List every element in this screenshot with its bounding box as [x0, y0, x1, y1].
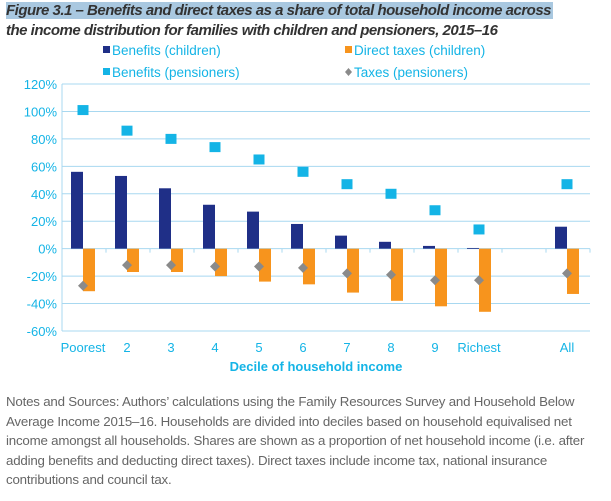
- bar-benefits-children-: [555, 226, 567, 249]
- x-tick-label: Richest: [457, 340, 501, 355]
- bar-direct-taxes-children-: [435, 248, 447, 307]
- x-tick-label: 5: [255, 340, 262, 355]
- marker-taxes-pensioners: [562, 268, 572, 279]
- y-tick-label: -20%: [27, 269, 58, 284]
- marker-benefits-pensioners: [473, 224, 485, 235]
- bar-benefits-children-: [115, 175, 127, 249]
- bar-benefits-children-: [291, 223, 303, 249]
- y-tick-label: 80%: [31, 132, 57, 147]
- bar-direct-taxes-children-: [347, 248, 359, 293]
- marker-benefits-pensioners: [385, 188, 397, 199]
- x-tick-label: 3: [167, 340, 174, 355]
- x-tick-label: 4: [211, 340, 218, 355]
- bar-direct-taxes-children-: [303, 248, 315, 285]
- bar-direct-taxes-children-: [127, 248, 139, 272]
- marker-taxes-pensioners: [122, 260, 132, 271]
- x-tick-label: 2: [123, 340, 130, 355]
- bar-direct-taxes-children-: [215, 248, 227, 277]
- bar-direct-taxes-children-: [83, 248, 95, 292]
- marker-taxes-pensioners: [298, 262, 308, 273]
- x-tick-label: Poorest: [61, 340, 106, 355]
- legend-label: Benefits (pensioners): [112, 65, 240, 80]
- notes-and-sources: Notes and Sources: Authors’ calculations…: [6, 394, 585, 487]
- y-tick-label: 100%: [24, 104, 58, 119]
- bar-direct-taxes-children-: [259, 248, 271, 282]
- y-tick-label: 20%: [31, 214, 57, 229]
- bar-direct-taxes-children-: [479, 248, 491, 312]
- legend-swatch: [345, 68, 352, 76]
- x-axis-label: Decile of household income: [230, 359, 403, 374]
- marker-benefits-pensioners: [77, 105, 89, 116]
- y-tick-label: 40%: [31, 187, 57, 202]
- marker-taxes-pensioners: [474, 275, 484, 286]
- y-tick-label: 60%: [31, 159, 57, 174]
- title-line-2: the income distribution for families wit…: [6, 22, 498, 39]
- marker-taxes-pensioners: [342, 268, 352, 279]
- y-tick-label: 120%: [24, 77, 58, 92]
- figure-title: Figure 3.1 – Benefits and direct taxes a…: [6, 1, 611, 41]
- bar-benefits-children-: [203, 204, 215, 249]
- marker-benefits-pensioners: [297, 166, 309, 177]
- bar-benefits-children-: [423, 245, 435, 249]
- bar-benefits-children-: [379, 241, 391, 249]
- bar-benefits-children-: [335, 235, 347, 249]
- legend-label: Benefits (children): [112, 43, 221, 58]
- marker-taxes-pensioners: [430, 275, 440, 286]
- marker-benefits-pensioners: [121, 125, 133, 136]
- marker-taxes-pensioners: [166, 260, 176, 271]
- marker-taxes-pensioners: [78, 280, 88, 291]
- x-tick-label: 8: [387, 340, 394, 355]
- y-tick-label: -40%: [27, 297, 58, 312]
- legend-label: Taxes (pensioners): [354, 65, 468, 80]
- bar-benefits-children-: [247, 211, 259, 249]
- marker-taxes-pensioners: [210, 261, 220, 272]
- y-tick-label: -60%: [27, 324, 58, 339]
- marker-benefits-pensioners: [429, 205, 441, 216]
- x-tick-label: 7: [343, 340, 350, 355]
- chart: 120% 100% 80% 60% 40% 20% 0% -20% -40% -60%Poores…: [24, 43, 591, 374]
- marker-benefits-pensioners: [341, 179, 353, 190]
- bar-direct-taxes-children-: [391, 248, 403, 301]
- legend-label: Direct taxes (children): [354, 43, 485, 58]
- bar-direct-taxes-children-: [567, 248, 579, 294]
- marker-benefits-pensioners: [561, 179, 573, 190]
- marker-benefits-pensioners: [253, 154, 265, 165]
- bar-benefits-children-: [467, 247, 479, 249]
- x-tick-label: 9: [431, 340, 438, 355]
- marker-taxes-pensioners: [386, 269, 396, 280]
- bar-direct-taxes-children-: [171, 248, 183, 272]
- x-tick-label: 6: [299, 340, 306, 355]
- bar-benefits-children-: [71, 171, 83, 249]
- legend-swatch: [103, 68, 110, 75]
- marker-taxes-pensioners: [254, 261, 264, 272]
- legend-swatch: [103, 46, 110, 53]
- y-tick-label: 0%: [38, 242, 57, 257]
- bar-benefits-children-: [159, 188, 171, 249]
- x-tick-label: All: [560, 340, 575, 355]
- marker-benefits-pensioners: [209, 142, 221, 153]
- legend-swatch: [345, 46, 352, 53]
- marker-benefits-pensioners: [165, 133, 177, 144]
- title-line-1: Figure 3.1 – Benefits and direct taxes a…: [6, 2, 554, 19]
